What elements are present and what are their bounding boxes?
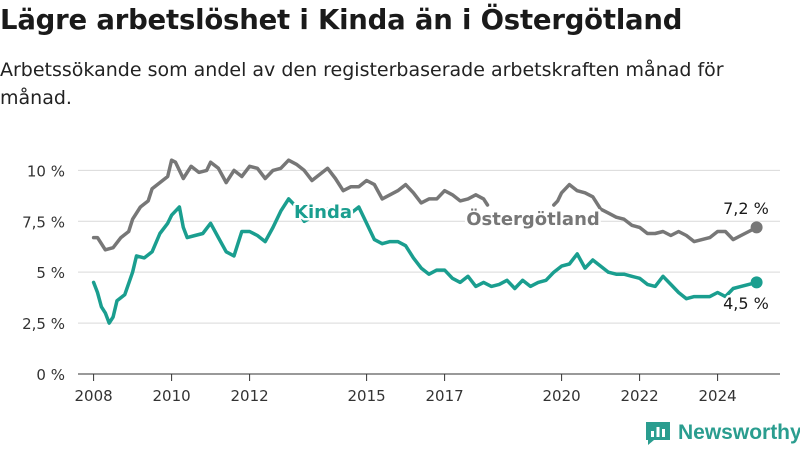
chart-title: Lägre arbetslöshet i Kinda än i Östergöt… (0, 4, 683, 36)
x-tick-label: 2024 (699, 387, 737, 405)
end-label-kinda: 4,5 % (723, 294, 769, 313)
series-line-kinda (91, 197, 759, 325)
end-point-kinda (750, 276, 763, 289)
end-point--sterg-tland (750, 221, 763, 234)
newsworthy-icon (646, 422, 670, 445)
series-label-kinda-halo: Kinda (294, 202, 352, 223)
x-tick-label: 2022 (621, 387, 659, 405)
y-tick-label: 10 % (27, 162, 65, 180)
end-label-kinda-halo: 4,5 % (723, 294, 769, 313)
x-tick-label: 2010 (153, 387, 191, 405)
x-tick-label: 2008 (75, 387, 113, 405)
x-tick-label: 2017 (426, 387, 464, 405)
series-lines (91, 158, 763, 325)
series-line--sterg-tland (91, 158, 759, 252)
y-axis-labels: 0 % 2,5 % 5 % 7,5 % 10 % (22, 162, 65, 384)
series-label-kinda: Kinda (294, 202, 352, 223)
y-tick-label: 0 % (36, 366, 65, 384)
chart-subtitle: Arbetssökande som andel av den registerb… (0, 59, 724, 109)
end-label-ostergotland-halo: 7,2 % (723, 199, 769, 218)
series-label-ostergotland-halo: Östergötland (466, 208, 600, 230)
series-label-ostergotland: Östergötland (466, 208, 600, 230)
y-tick-label: 2,5 % (22, 315, 65, 333)
brand-logo: Newsworthy (644, 418, 800, 448)
x-tick-label: 2020 (543, 387, 581, 405)
x-tick-label: 2015 (348, 387, 386, 405)
brand-name: Newsworthy (678, 421, 800, 444)
grid-lines (78, 169, 780, 324)
y-tick-label: 5 % (36, 264, 65, 282)
end-label-ostergotland: 7,2 % (723, 199, 769, 218)
x-tick-label: 2012 (231, 387, 269, 405)
x-axis: 2008 2010 2012 2015 2017 2020 2022 2024 (75, 373, 780, 405)
y-tick-label: 7,5 % (22, 213, 65, 231)
